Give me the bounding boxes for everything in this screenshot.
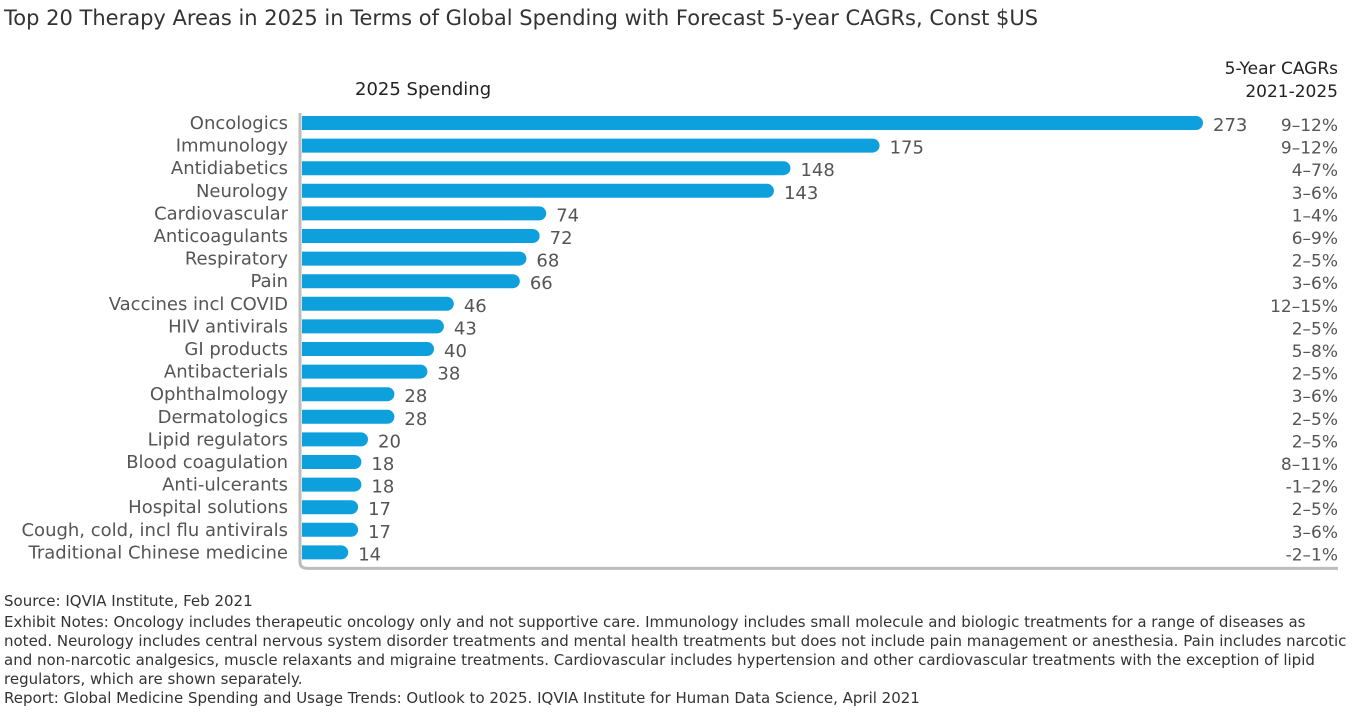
cagr-label: 5–8% xyxy=(1292,342,1338,362)
bar xyxy=(302,319,444,334)
cagr-label: 2–5% xyxy=(1292,319,1338,339)
cagr-label: 2–5% xyxy=(1292,410,1338,430)
value-label: 20 xyxy=(378,431,401,452)
value-label: 18 xyxy=(371,454,394,475)
value-label: 74 xyxy=(556,205,579,226)
value-label: 17 xyxy=(368,499,391,520)
value-label: 43 xyxy=(454,318,477,339)
cagr-label: 1–4% xyxy=(1292,206,1338,226)
value-label: 18 xyxy=(371,477,394,498)
value-label: 175 xyxy=(890,138,924,159)
bar xyxy=(302,251,527,266)
value-label: 40 xyxy=(444,341,467,362)
bar xyxy=(302,206,547,221)
bar xyxy=(302,477,362,492)
category-label: GI products xyxy=(184,339,288,360)
bar xyxy=(302,161,791,176)
source-note: Source: IQVIA Institute, Feb 2021 xyxy=(4,592,253,610)
report-note: Report: Global Medicine Spending and Usa… xyxy=(4,689,920,707)
bar-chart: Oncologics 273 9–12% Immunology 175 9–12% Anti… xyxy=(21,113,1338,570)
cagr-label: 2–5% xyxy=(1292,365,1338,385)
bar xyxy=(302,342,435,356)
value-label: 28 xyxy=(404,386,427,407)
category-label: Lipid regulators xyxy=(148,429,288,450)
cagr-header: 5-Year CAGRs 2021-2025 xyxy=(1225,58,1338,104)
category-label: Cough, cold, incl flu antivirals xyxy=(21,520,288,541)
cagr-label: -1–2% xyxy=(1286,478,1338,498)
cagr-label: 4–7% xyxy=(1292,161,1338,181)
bar xyxy=(302,364,428,379)
cagr-label: 9–12% xyxy=(1281,116,1338,136)
cagr-label: 3–6% xyxy=(1292,274,1338,294)
bar xyxy=(302,138,880,153)
category-label: Dermatologics xyxy=(158,407,288,428)
category-label: Respiratory xyxy=(185,249,288,270)
category-label: Anti-ulcerants xyxy=(162,475,288,496)
value-label: 68 xyxy=(536,251,559,272)
category-label: Traditional Chinese medicine xyxy=(28,542,289,563)
cagr-label: 2–5% xyxy=(1292,500,1338,520)
cagr-label: -2–1% xyxy=(1286,545,1338,565)
value-label: 66 xyxy=(530,273,553,294)
value-label: 72 xyxy=(550,228,573,249)
category-label: Anticoagulants xyxy=(154,226,288,247)
bar xyxy=(302,522,359,537)
value-label: 17 xyxy=(368,522,391,543)
value-label: 148 xyxy=(800,160,834,181)
category-label: Cardiovascular xyxy=(154,203,289,224)
category-label: Hospital solutions xyxy=(128,497,288,518)
cagr-label: 2–5% xyxy=(1292,252,1338,272)
category-label: HIV antivirals xyxy=(168,316,288,337)
bar xyxy=(302,455,362,469)
value-label: 143 xyxy=(784,183,818,204)
value-label: 273 xyxy=(1213,115,1247,136)
cagr-label: 3–6% xyxy=(1292,184,1338,204)
exhibit-notes: Exhibit Notes: Oncology includes therape… xyxy=(4,613,1347,688)
cagr-header-line2: 2021-2025 xyxy=(1245,82,1338,102)
category-label: Blood coagulation xyxy=(126,452,288,473)
value-label: 46 xyxy=(464,296,487,317)
value-label: 14 xyxy=(358,544,381,565)
category-label: Antidiabetics xyxy=(171,158,288,179)
cagr-label: 9–12% xyxy=(1281,139,1338,159)
spending-header: 2025 Spending xyxy=(355,79,492,100)
category-label: Neurology xyxy=(196,181,288,202)
category-label: Ophthalmology xyxy=(150,384,288,405)
cagr-label: 8–11% xyxy=(1281,455,1338,475)
bar xyxy=(302,296,454,311)
value-label: 38 xyxy=(437,364,460,385)
axis-line xyxy=(298,113,1338,570)
category-label: Pain xyxy=(251,271,289,292)
cagr-label: 3–6% xyxy=(1292,523,1338,543)
bar xyxy=(302,387,395,402)
bar xyxy=(302,116,1203,130)
category-label: Immunology xyxy=(176,136,289,157)
bar xyxy=(302,432,369,447)
cagr-header-line1: 5-Year CAGRs xyxy=(1224,59,1338,79)
bar xyxy=(302,183,774,198)
cagr-label: 6–9% xyxy=(1292,229,1338,249)
bar xyxy=(302,229,540,243)
category-label: Vaccines incl COVID xyxy=(109,294,288,315)
chart-notes: Source: IQVIA Institute, Feb 2021 Exhibi… xyxy=(4,592,1348,708)
category-label: Oncologics xyxy=(190,113,288,134)
bar xyxy=(302,409,395,424)
category-label: Antibacterials xyxy=(164,362,288,383)
chart-title: Top 20 Therapy Areas in 2025 in Terms of… xyxy=(4,6,1039,30)
value-label: 28 xyxy=(404,409,427,430)
bar xyxy=(302,274,520,289)
cagr-label: 12–15% xyxy=(1270,297,1338,317)
bar xyxy=(302,545,349,560)
cagr-label: 2–5% xyxy=(1292,432,1338,452)
cagr-label: 3–6% xyxy=(1292,387,1338,407)
bar xyxy=(302,500,359,515)
